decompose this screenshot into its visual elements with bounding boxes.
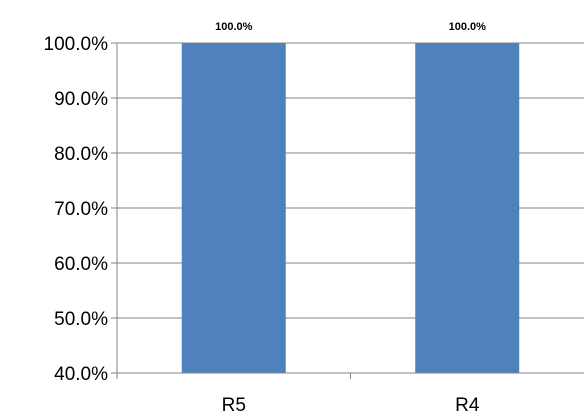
- bar-r5: [181, 43, 286, 373]
- y-tick-label: 60.0%: [54, 254, 108, 275]
- y-tick-label: 70.0%: [54, 199, 108, 220]
- data-label: 100.0%: [449, 21, 487, 33]
- data-label: 100.0%: [215, 21, 253, 33]
- y-tick-label: 40.0%: [54, 364, 108, 385]
- bar-r4: [415, 43, 520, 373]
- x-tick-label: R5: [222, 395, 246, 415]
- axes: [116, 43, 584, 379]
- x-tick-label: R4: [455, 395, 480, 415]
- y-tick-label: 50.0%: [54, 309, 108, 330]
- y-tick-label: 90.0%: [54, 89, 108, 110]
- labels: 40.0% 50.0% 60.0% 70.0% 80.0% 90.0% 100.0% 100.…: [44, 21, 487, 415]
- bars: [181, 43, 520, 373]
- y-tick-label: 80.0%: [54, 144, 108, 165]
- y-tick-label: 100.0%: [44, 34, 109, 55]
